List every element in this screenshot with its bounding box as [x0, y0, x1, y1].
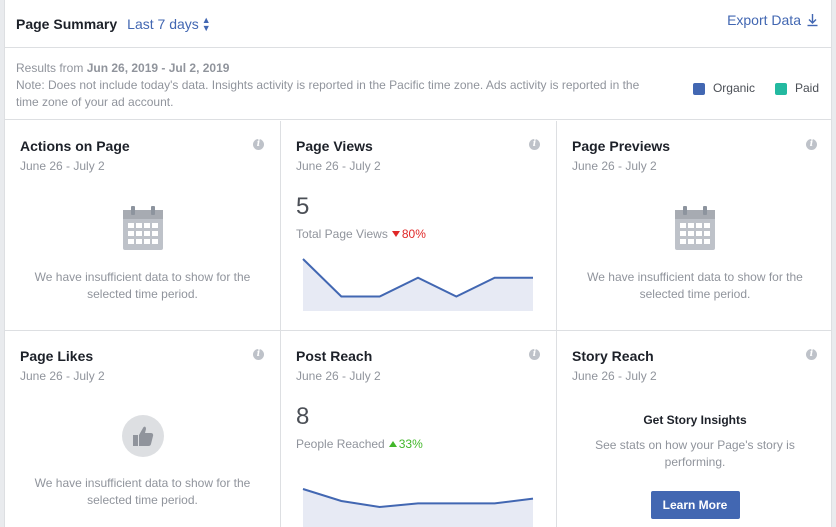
- empty-message: We have insufficient data to show for th…: [34, 270, 251, 301]
- card-title: Post Reach: [296, 348, 373, 364]
- export-data-link[interactable]: Export Data: [727, 12, 819, 28]
- info-icon[interactable]: i: [529, 349, 540, 360]
- results-range: Results from Jun 26, 2019 - Jul 2, 2019: [16, 60, 820, 77]
- card-actions-on-page[interactable]: Actions on Page June 26 - July 2 i We ha…: [5, 121, 281, 331]
- page-views-sparkline: [302, 258, 533, 311]
- results-notes: Results from Jun 26, 2019 - Jul 2, 2019 …: [5, 48, 831, 120]
- timezone-note: Note: Does not include today's data. Ins…: [16, 78, 640, 109]
- legend-organic-label: Organic: [712, 81, 755, 95]
- info-icon[interactable]: i: [529, 139, 540, 150]
- delta-down: 80%: [391, 227, 426, 241]
- legend-paid-label: Paid: [794, 81, 819, 95]
- delta-value: 80%: [401, 227, 426, 241]
- chart-legend: Organic Paid: [673, 80, 819, 97]
- delta-up: 33%: [388, 437, 423, 451]
- insights-row-2: Page Likes June 26 - July 2 i We have in…: [5, 331, 831, 527]
- sparkline-line: [302, 488, 534, 509]
- delta-value: 33%: [398, 437, 423, 451]
- empty-message: We have insufficient data to show for th…: [587, 270, 803, 301]
- card-page-likes[interactable]: Page Likes June 26 - July 2 i We have in…: [5, 331, 281, 527]
- sparkline-area: [303, 489, 533, 527]
- metric-value: 8: [296, 403, 310, 430]
- metric-label: Total Page Views: [296, 227, 388, 241]
- card-title: Actions on Page: [20, 138, 130, 154]
- calendar-icon: [122, 206, 163, 250]
- card-date: June 26 - July 2: [20, 369, 105, 383]
- thumbs-up-icon: [121, 415, 164, 457]
- empty-message: We have insufficient data to show for th…: [34, 476, 251, 507]
- paid-swatch: [774, 82, 787, 95]
- export-data-label: Export Data: [727, 12, 801, 28]
- metric-label-row: People Reached 33%: [296, 437, 541, 451]
- insights-grid: Actions on Page June 26 - July 2 i We ha…: [5, 121, 831, 527]
- info-icon[interactable]: i: [806, 139, 817, 150]
- card-page-previews[interactable]: Page Previews June 26 - July 2 i We have…: [557, 121, 831, 331]
- summary-header: Page Summary Last 7 days ▲ ▼ Export Data: [5, 0, 831, 48]
- legend-organic: Organic: [692, 80, 755, 97]
- download-icon: [807, 13, 818, 26]
- metric-label-row: Total Page Views 80%: [296, 227, 541, 241]
- organic-swatch: [692, 82, 705, 95]
- arrow-down-icon: [391, 231, 400, 237]
- metric-label: People Reached: [296, 437, 385, 451]
- page-summary-panel: Page Summary Last 7 days ▲ ▼ Export Data …: [4, 0, 832, 527]
- metric-value: 5: [296, 193, 310, 220]
- story-cta-text: See stats on how your Page's story is pe…: [595, 438, 795, 469]
- card-date: June 26 - July 2: [20, 159, 105, 173]
- info-icon[interactable]: i: [253, 139, 264, 150]
- info-icon[interactable]: i: [806, 349, 817, 360]
- story-cta-title: Get Story Insights: [643, 413, 747, 427]
- date-range-dropdown[interactable]: Last 7 days ▲ ▼: [127, 14, 211, 33]
- card-title: Page Previews: [572, 138, 671, 154]
- card-date: June 26 - July 2: [572, 159, 657, 173]
- post-reach-sparkline: [302, 488, 534, 527]
- sparkline-area: [303, 259, 533, 311]
- card-title: Story Reach: [572, 348, 654, 364]
- card-title: Page Views: [296, 138, 373, 154]
- results-range-dates: Jun 26, 2019 - Jul 2, 2019: [86, 61, 230, 75]
- card-date: June 26 - July 2: [296, 159, 381, 173]
- calendar-icon: [675, 206, 715, 250]
- card-story-reach[interactable]: Story Reach June 26 - July 2 i Get Story…: [557, 331, 831, 527]
- insights-row-1: Actions on Page June 26 - July 2 i We ha…: [5, 121, 831, 331]
- learn-more-button[interactable]: Learn More: [650, 491, 740, 519]
- results-prefix: Results from: [16, 61, 84, 75]
- sparkline-line: [302, 258, 533, 298]
- card-post-reach[interactable]: Post Reach June 26 - July 2 i 8 People R…: [281, 331, 557, 527]
- card-page-views[interactable]: Page Views June 26 - July 2 i 5 Total Pa…: [281, 121, 557, 331]
- card-date: June 26 - July 2: [296, 369, 381, 383]
- page-title: Page Summary: [16, 15, 118, 32]
- card-title: Page Likes: [20, 348, 94, 364]
- card-date: June 26 - July 2: [572, 369, 657, 383]
- legend-paid: Paid: [774, 80, 819, 97]
- date-range-label: Last 7 days: [127, 15, 199, 32]
- arrow-up-icon: [388, 441, 397, 447]
- sort-arrows-icon: ▲ ▼: [201, 14, 211, 33]
- info-icon[interactable]: i: [253, 349, 264, 360]
